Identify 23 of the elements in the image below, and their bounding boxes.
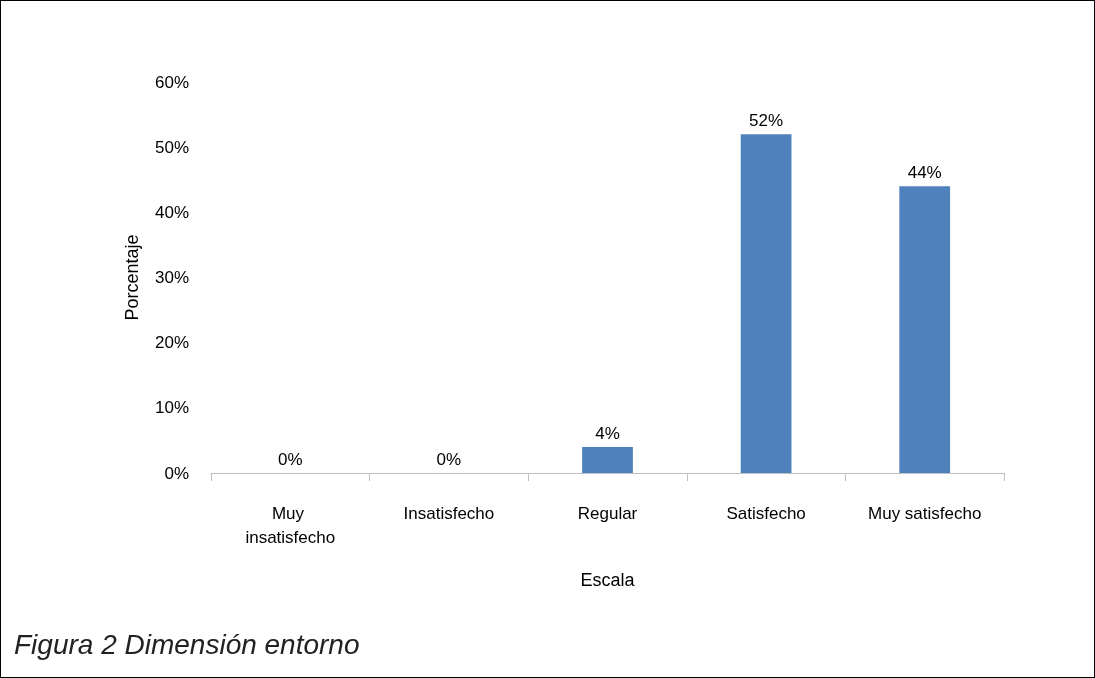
x-tick-label: Regular <box>577 503 638 523</box>
bar <box>899 186 951 473</box>
y-tick-label: 60% <box>154 72 189 92</box>
x-tick-label: Insatisfecho <box>403 503 495 523</box>
data-label: 0% <box>278 450 303 469</box>
x-tick-label: Muy satisfecho <box>868 503 982 523</box>
y-tick-label: 30% <box>154 268 189 287</box>
bar <box>582 446 633 473</box>
y-tick-label: 10% <box>154 398 189 418</box>
y-tick-label: 20% <box>154 333 189 353</box>
bar <box>740 134 792 473</box>
text: Figura 2 Dimensión entorno <box>14 628 360 660</box>
data-label: 44% <box>907 163 942 183</box>
x-axis-title: Escala <box>580 570 636 590</box>
x-tick-label: Satisfecho <box>726 503 806 523</box>
x-tick-label: Muy insatisfecho <box>245 503 336 547</box>
data-label: 0% <box>436 450 462 469</box>
y-tick-label: 40% <box>154 202 189 222</box>
y-axis-title: Porcentaje <box>122 234 142 321</box>
y-tick-label: 50% <box>154 137 189 157</box>
data-label: 4% <box>595 423 620 443</box>
y-tick-label: 0% <box>164 463 189 483</box>
data-label: 52% <box>749 111 784 131</box>
